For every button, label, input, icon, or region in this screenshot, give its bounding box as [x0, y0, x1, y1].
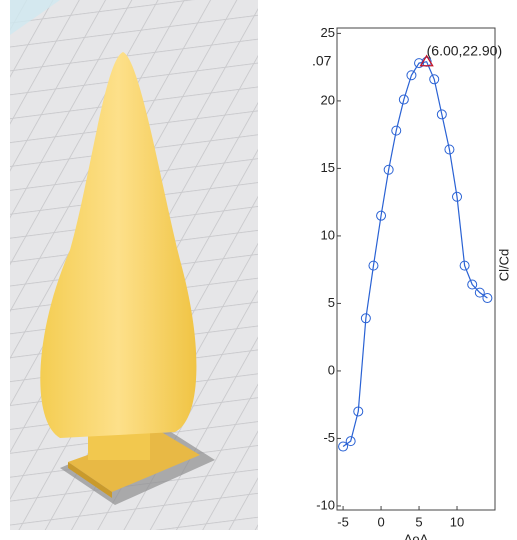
chart: Cl/Cd AoA .07: [312, 28, 511, 540]
y-tick-label: -10: [316, 497, 335, 512]
y-tick-label: 5: [328, 295, 335, 310]
y-tick-label: 0: [328, 362, 335, 377]
plot-area: [337, 28, 495, 510]
y-axis-label: Cl/Cd: [496, 249, 511, 282]
y-tick-label: -5: [323, 430, 335, 445]
x-tick-label: 10: [450, 514, 464, 529]
y-tick-label: 25: [321, 25, 335, 40]
annotation: .07: [312, 53, 332, 69]
x-tick-label: 0: [377, 514, 384, 529]
x-tick-label: 5: [415, 514, 422, 529]
screen: Cl/Cd AoA .07 -10-50510152025-50510(6.00…: [0, 0, 517, 540]
y-tick-label: 10: [321, 227, 335, 242]
y-tick-label: 15: [321, 160, 335, 175]
3d-view: [10, 0, 258, 530]
y-tick-label: 20: [321, 92, 335, 107]
data-tip: (6.00,22.90): [427, 42, 503, 58]
x-axis-label: AoA: [404, 531, 429, 540]
x-tick-label: -5: [337, 514, 349, 529]
